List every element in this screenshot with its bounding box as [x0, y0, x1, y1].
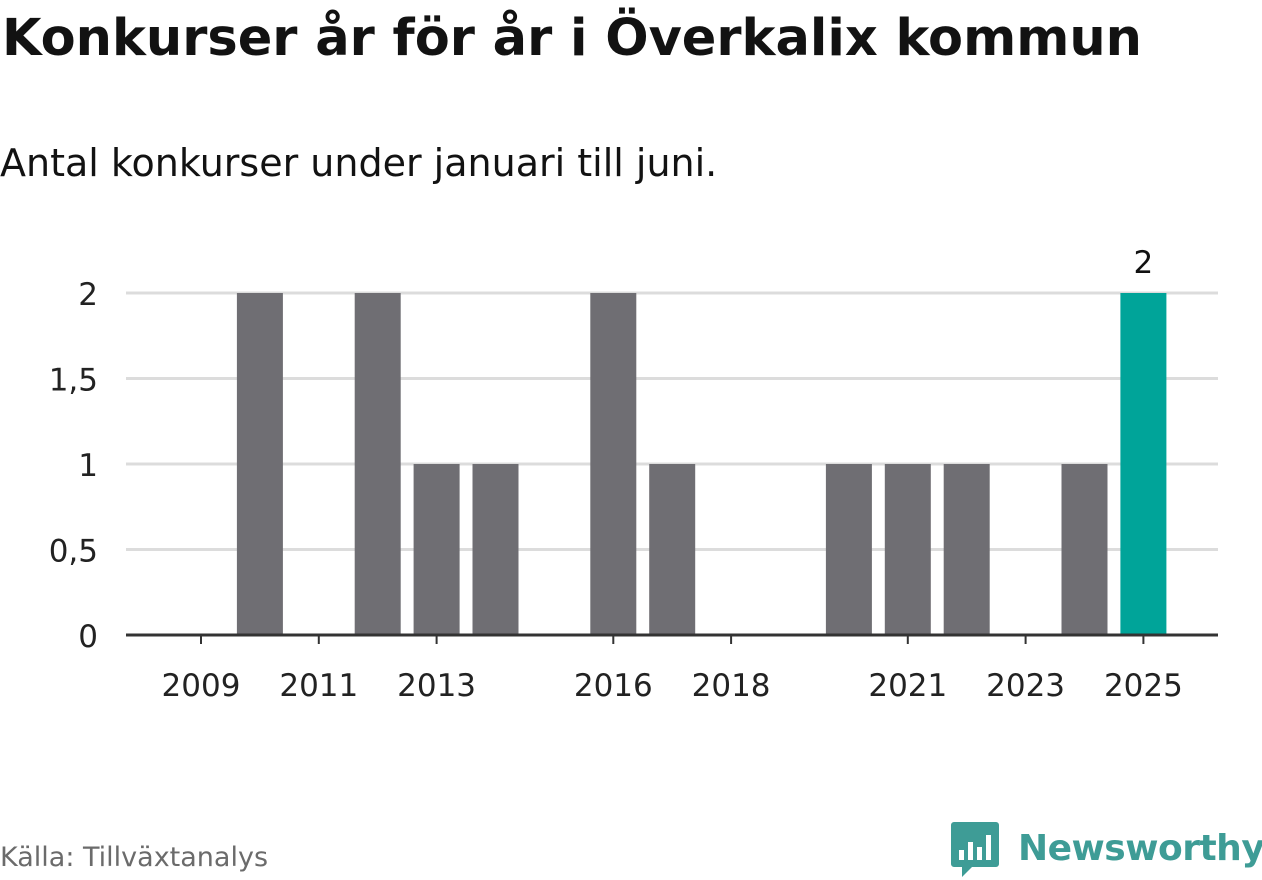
x-tick-label: 2016 — [574, 668, 653, 704]
bar-chart-speech-bubble-icon — [951, 822, 999, 877]
y-tick-label: 0 — [78, 619, 98, 655]
x-tick-label: 2023 — [986, 668, 1065, 704]
newsworthy-logo: Newsworthy — [950, 818, 1262, 880]
data-labels: 2 — [1134, 245, 1154, 281]
bar-2012 — [354, 293, 401, 635]
bar-2010 — [236, 293, 283, 635]
source-credit: Källa: Tillväxtanalys — [0, 842, 269, 873]
x-axis-ticks: 2009 2011 2013 2016 2018 2021 2023 2025 — [162, 635, 1183, 704]
y-axis-ticks: 0 0,5 1 1,5 2 — [49, 277, 98, 655]
x-tick-label: 2009 — [162, 668, 241, 704]
bar-2022 — [943, 464, 990, 635]
y-tick-label: 0,5 — [49, 534, 98, 570]
x-tick-label: 2021 — [868, 668, 947, 704]
y-tick-label: 2 — [78, 277, 98, 313]
bar-chart: 00,511,52 2009 2011 2013 2016 2018 2021 2023 20… — [49, 245, 1218, 704]
y-tick-label: 1,5 — [49, 363, 98, 399]
bars — [236, 293, 1167, 635]
x-tick-label: 2025 — [1104, 668, 1183, 704]
bar-2025 — [1120, 293, 1167, 635]
y-tick-label: 1 — [78, 448, 98, 484]
bar-2024 — [1061, 464, 1108, 635]
x-tick-label: 2013 — [397, 668, 476, 704]
bar-2020 — [825, 464, 872, 635]
chart-title: Konkurser år för år i Överkalix kommun — [2, 9, 1142, 68]
bar-2016 — [590, 293, 637, 635]
x-tick-label: 2018 — [692, 668, 771, 704]
brand-name: Newsworthy — [1018, 828, 1262, 869]
bar-2013 — [413, 464, 460, 635]
chart-subtitle: Antal konkurser under januari till juni. — [0, 141, 718, 185]
x-tick-label: 2011 — [279, 668, 358, 704]
bar-2014 — [472, 464, 519, 635]
bar-2017 — [649, 464, 696, 635]
data-label-2025: 2 — [1134, 245, 1154, 281]
bar-2021 — [884, 464, 931, 635]
